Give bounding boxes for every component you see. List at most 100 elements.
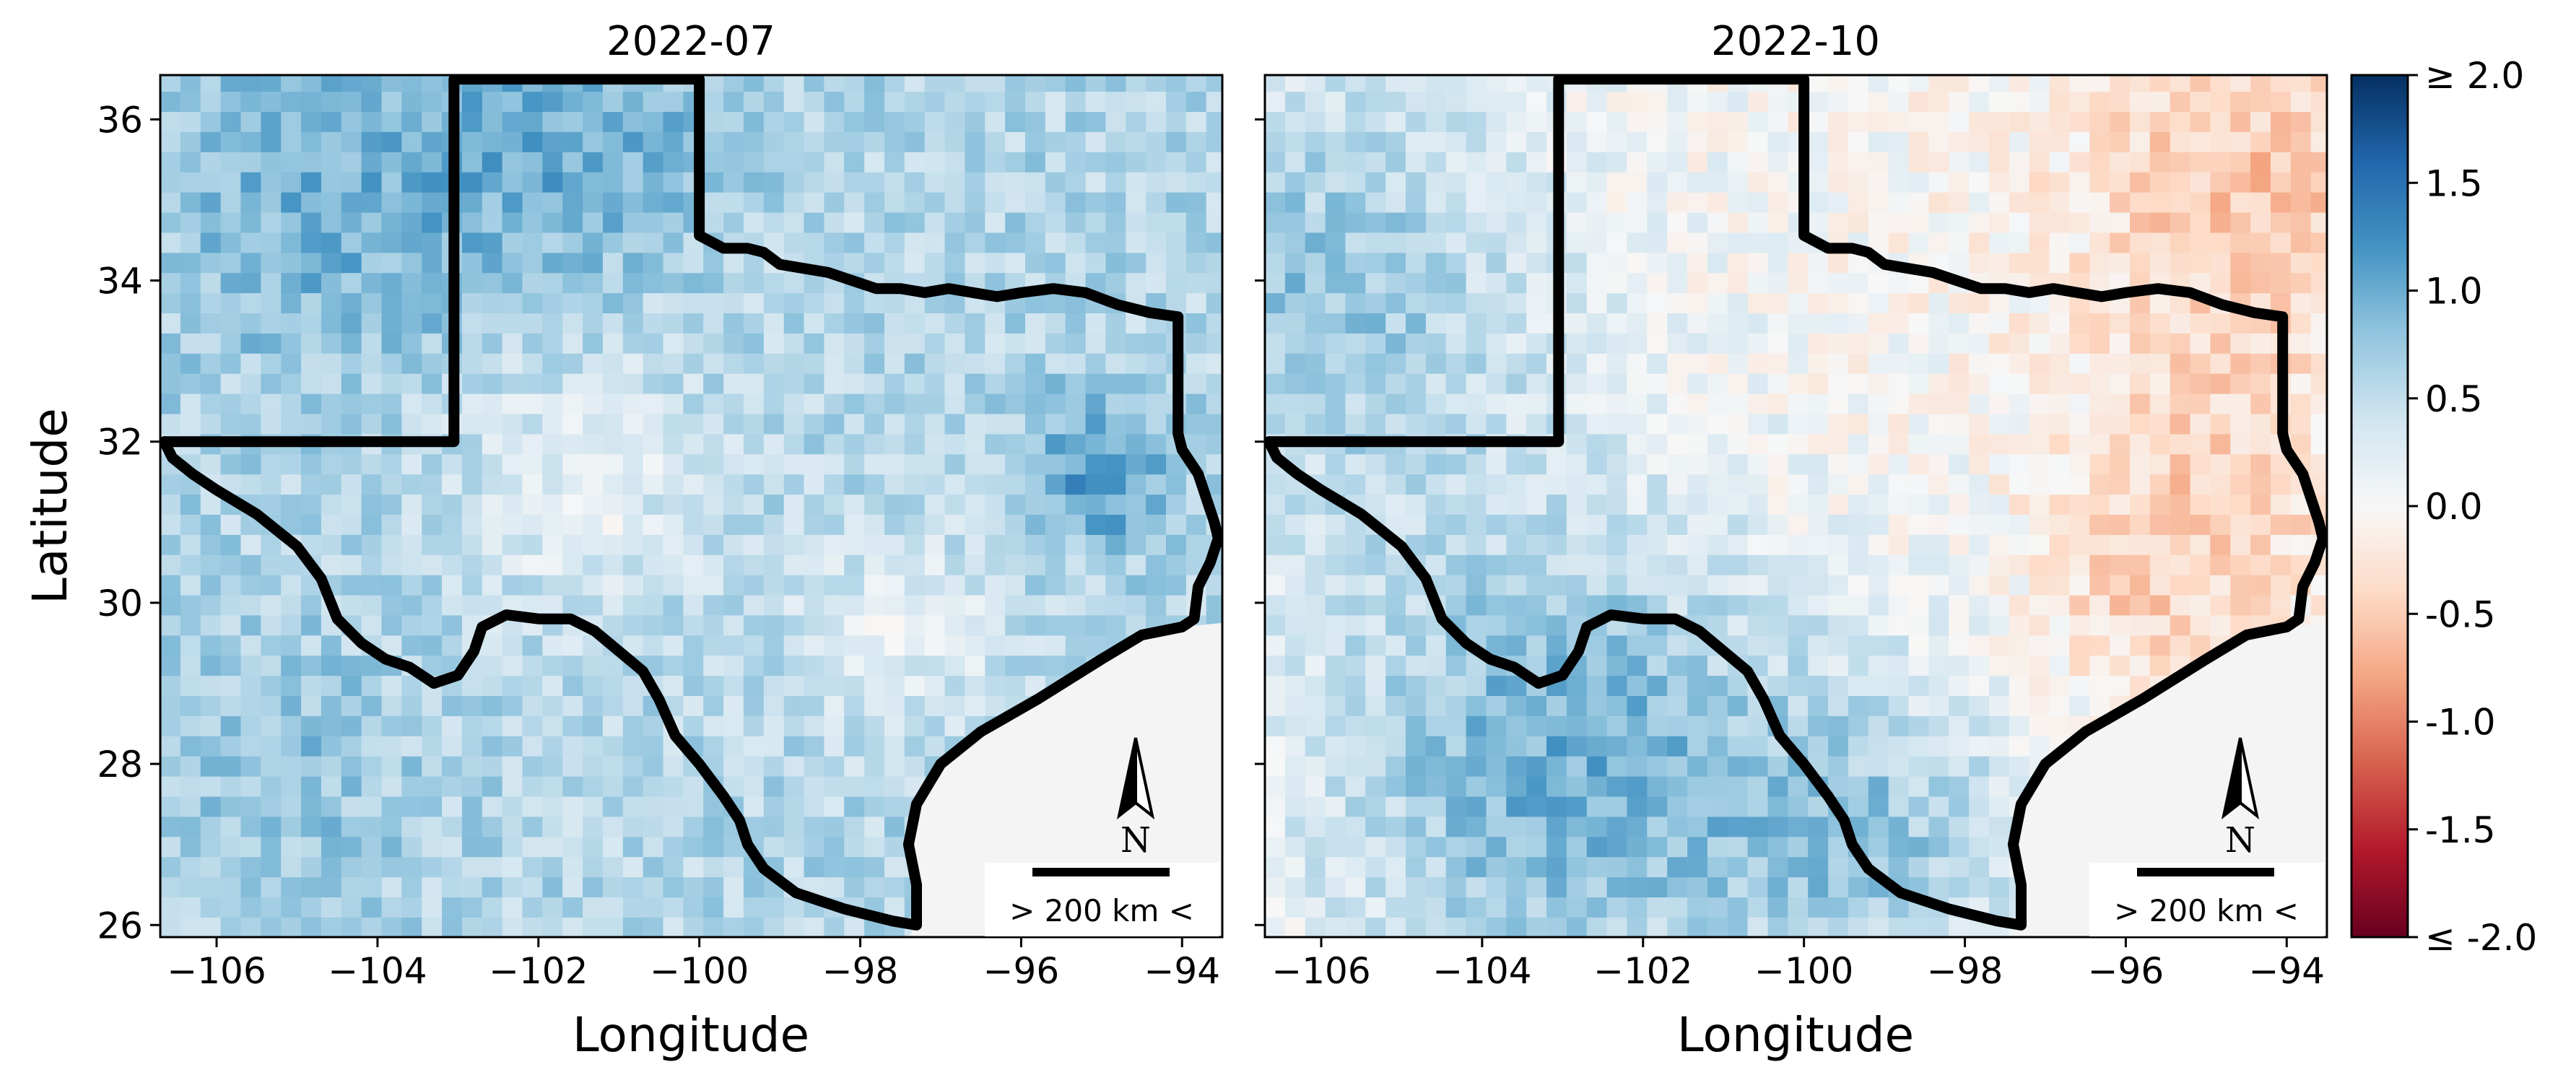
heatmap-cell bbox=[200, 736, 222, 757]
heatmap-cell bbox=[703, 816, 724, 837]
heatmap-cell bbox=[1767, 91, 1789, 112]
heatmap-cell bbox=[461, 474, 483, 495]
heatmap-cell bbox=[401, 191, 422, 213]
heatmap-cell bbox=[1185, 534, 1207, 555]
heatmap-cell bbox=[1908, 131, 1930, 152]
heatmap-cell bbox=[361, 675, 383, 696]
heatmap-cell bbox=[2310, 393, 2327, 414]
heatmap-cell bbox=[1425, 413, 1447, 435]
heatmap-cell bbox=[2250, 171, 2271, 193]
heatmap-cell bbox=[1466, 413, 1487, 435]
heatmap-cell bbox=[583, 393, 604, 414]
heatmap-cell bbox=[703, 413, 724, 435]
heatmap-cell bbox=[1928, 796, 1950, 817]
heatmap-cell bbox=[220, 353, 242, 374]
heatmap-cell bbox=[1888, 534, 1910, 555]
heatmap-cell bbox=[602, 453, 624, 475]
heatmap-cell bbox=[301, 514, 322, 535]
heatmap-cell bbox=[542, 91, 563, 112]
heatmap-cell bbox=[2049, 534, 2071, 555]
heatmap-cell bbox=[1687, 353, 1708, 374]
heatmap-cell bbox=[381, 111, 403, 132]
heatmap-cell bbox=[361, 836, 383, 858]
heatmap-cell bbox=[1526, 474, 1547, 495]
heatmap-cell bbox=[1466, 212, 1487, 233]
heatmap-cell bbox=[2110, 252, 2131, 274]
heatmap-cell bbox=[1586, 292, 1608, 313]
heatmap-cell bbox=[924, 494, 946, 515]
heatmap-cell bbox=[1969, 574, 1990, 596]
heatmap-cell bbox=[2170, 313, 2191, 334]
heatmap-cell bbox=[1627, 796, 1648, 817]
heatmap-cell bbox=[1486, 373, 1507, 394]
heatmap-cell bbox=[2009, 574, 2030, 596]
heatmap-cell bbox=[965, 252, 986, 274]
heatmap-cell bbox=[482, 373, 503, 394]
heatmap-cell bbox=[1325, 313, 1346, 334]
heatmap-cell bbox=[2029, 675, 2050, 696]
heatmap-cell bbox=[1928, 755, 1950, 777]
heatmap-cell bbox=[442, 453, 463, 475]
heatmap-cell bbox=[341, 171, 362, 193]
heatmap-cell bbox=[160, 494, 181, 515]
heatmap-cell bbox=[1166, 534, 1187, 555]
heatmap-cell bbox=[602, 232, 624, 253]
heatmap-cell bbox=[844, 171, 865, 193]
heatmap-cell bbox=[1206, 474, 1222, 495]
heatmap-cell bbox=[321, 474, 342, 495]
heatmap-cell bbox=[1005, 191, 1026, 213]
heatmap-cell bbox=[1687, 292, 1708, 313]
heatmap-cell bbox=[1025, 191, 1046, 213]
heatmap-cell bbox=[2130, 152, 2151, 173]
heatmap-cell bbox=[381, 856, 403, 878]
heatmap-cell bbox=[401, 292, 422, 313]
heatmap-cell bbox=[482, 897, 503, 918]
heatmap-cell bbox=[180, 152, 201, 173]
heatmap-cell bbox=[643, 373, 664, 394]
heatmap-cell bbox=[1126, 91, 1146, 112]
heatmap-cell bbox=[1284, 695, 1306, 716]
heatmap-cell bbox=[1707, 554, 1728, 575]
heatmap-cell bbox=[1949, 736, 1970, 757]
heatmap-cell bbox=[1767, 876, 1789, 897]
heatmap-cell bbox=[461, 796, 483, 817]
heatmap-cell bbox=[442, 534, 463, 555]
heatmap-cell bbox=[2210, 272, 2232, 294]
heatmap-cell bbox=[1747, 534, 1769, 555]
heatmap-cell bbox=[944, 675, 966, 696]
heatmap-cell bbox=[824, 574, 845, 596]
heatmap-cell bbox=[180, 413, 201, 435]
heatmap-cell bbox=[1949, 836, 1970, 858]
heatmap-cell bbox=[1526, 191, 1547, 213]
heatmap-cell bbox=[1045, 111, 1066, 132]
heatmap-cell bbox=[1546, 534, 1567, 555]
heatmap-cell bbox=[461, 695, 483, 716]
heatmap-cell bbox=[763, 75, 785, 92]
heatmap-cell bbox=[1808, 715, 1829, 736]
heatmap-cell bbox=[783, 413, 805, 435]
heatmap-cell bbox=[723, 514, 744, 535]
heatmap-cell bbox=[1305, 675, 1326, 696]
heatmap-cell bbox=[2089, 131, 2110, 152]
heatmap-cell bbox=[522, 675, 544, 696]
heatmap-cell bbox=[200, 796, 222, 817]
heatmap-cell bbox=[422, 695, 443, 716]
heatmap-cell bbox=[281, 635, 302, 656]
y-tick-label: 34 bbox=[97, 261, 143, 303]
heatmap-cell bbox=[1969, 131, 1990, 152]
heatmap-cell bbox=[1486, 715, 1507, 736]
heatmap-cell bbox=[240, 232, 262, 253]
heatmap-cell bbox=[965, 313, 986, 334]
heatmap-cell bbox=[562, 917, 583, 937]
heatmap-cell bbox=[1445, 755, 1467, 777]
heatmap-cell bbox=[502, 232, 523, 253]
heatmap-cell bbox=[522, 111, 544, 132]
heatmap-cell bbox=[1788, 917, 1809, 937]
heatmap-cell bbox=[1969, 655, 1990, 676]
heatmap-cell bbox=[2009, 152, 2030, 173]
heatmap-cell bbox=[542, 897, 563, 918]
heatmap-cell bbox=[562, 816, 583, 837]
heatmap-cell bbox=[1546, 554, 1567, 575]
heatmap-cell bbox=[1284, 212, 1306, 233]
heatmap-cell bbox=[663, 333, 684, 354]
